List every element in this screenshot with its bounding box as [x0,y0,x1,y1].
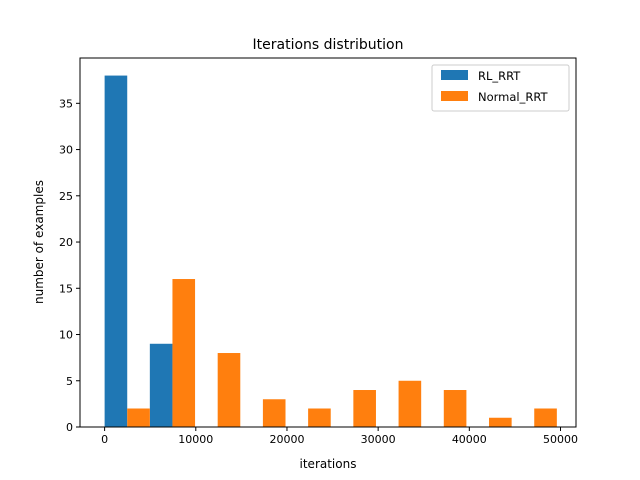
chart-title: Iterations distribution [253,37,404,53]
y-tick-label: 15 [59,282,73,295]
bar-normal-rrt-bin-9 [489,417,512,427]
y-tick-label: 0 [66,421,73,434]
bar-normal-rrt-bin-6 [353,390,376,427]
x-tick-label: 20000 [269,433,304,446]
x-axis-label: iterations [300,457,357,471]
x-tick-label: 40000 [452,433,487,446]
y-tick-label: 20 [59,236,73,249]
y-tick-label: 25 [59,190,73,203]
bar-normal-rrt-bin-10 [534,408,557,427]
bar-normal-rrt-bin-8 [443,390,467,427]
legend-label-rl-rrt: RL_RRT [478,69,521,83]
y-axis-label: number of examples [32,180,46,304]
legend: RL_RRT Normal_RRT [431,64,570,112]
y-tick-label: 5 [66,375,73,388]
legend-label-normal-rrt: Normal_RRT [478,90,549,104]
x-tick-label: 0 [101,433,108,446]
x-tick-label: 10000 [178,433,213,446]
y-tick-label: 35 [59,97,73,110]
legend-swatch-normal-rrt [441,91,468,101]
x-tick-label: 50000 [543,433,578,446]
legend-swatch-rl-rrt [441,70,468,80]
bar-normal-rrt-bin-4 [262,399,286,427]
bar-rl-rrt-bin-2 [149,343,173,427]
bar-normal-rrt-bin-7 [398,380,422,427]
x-axis-ticks: 0 10000 20000 30000 40000 50000 [101,427,578,446]
y-tick-label: 10 [59,329,73,342]
y-tick-label: 30 [59,144,73,157]
bar-normal-rrt-bin-2 [172,279,196,427]
y-axis-ticks: 0 5 10 15 20 25 30 35 [59,97,80,434]
bar-normal-rrt-bin-5 [308,408,331,427]
bars-layer [104,75,557,427]
bar-rl-rrt-bin-1 [104,75,128,427]
bar-normal-rrt-bin-1 [127,408,150,427]
bar-normal-rrt-bin-3 [217,353,241,427]
x-tick-label: 30000 [361,433,396,446]
